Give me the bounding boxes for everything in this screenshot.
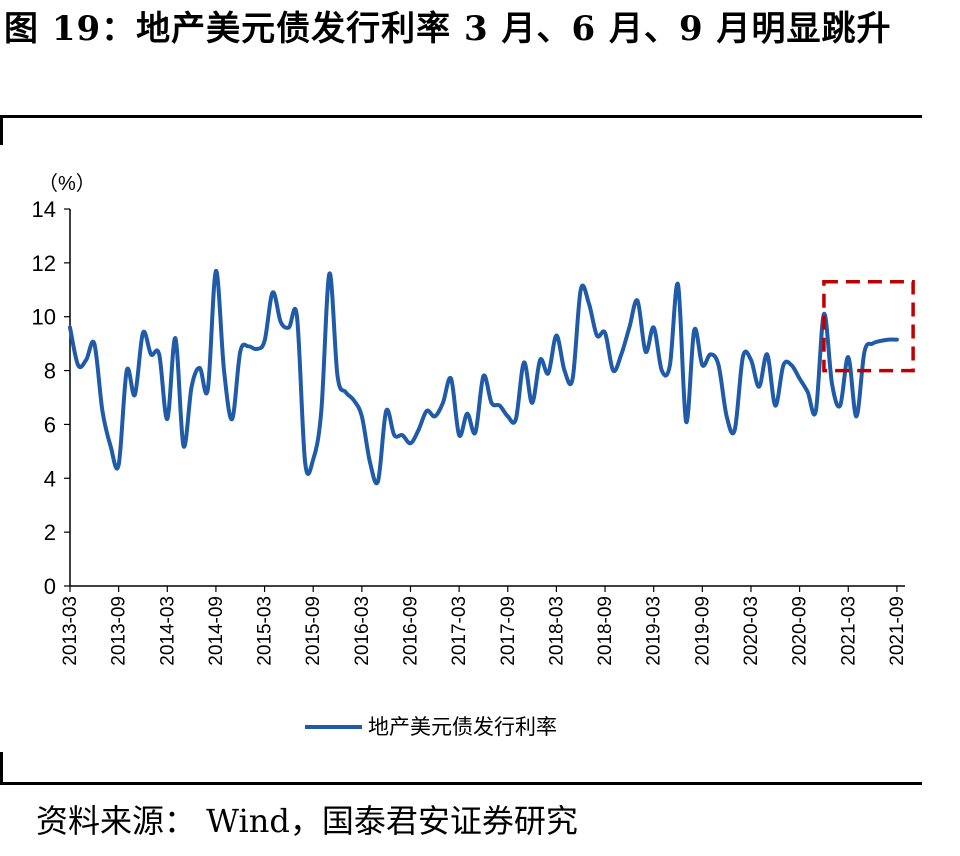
x-tick-label: 2018-03: [546, 596, 567, 666]
x-tick-label: 2014-09: [206, 596, 227, 666]
frame-left-tick-top: [0, 115, 3, 145]
y-tick-label: 2: [44, 520, 56, 545]
series-line: [68, 268, 899, 486]
frame-top-rule: [0, 115, 922, 118]
x-tick-label: 2013-09: [109, 596, 130, 666]
y-tick-label: 14: [32, 197, 56, 222]
legend: 地产美元债发行利率: [305, 716, 557, 739]
x-tick-label: 2017-09: [498, 596, 519, 666]
figure-caption: 图 19：地产美元债发行利率 3 月、6 月、9 月明显跳升: [4, 9, 892, 49]
y-tick-label: 12: [32, 251, 56, 276]
series-layer: [68, 268, 899, 486]
x-tick-label: 2015-03: [255, 596, 276, 666]
y-axis: 0 2 4 6 8 10 12 14: [32, 197, 71, 599]
source-note: 资料来源： Wind，国泰君安证券研究: [36, 802, 578, 840]
x-tick-label: 2018-09: [595, 596, 616, 666]
y-axis-unit-label: （%）: [38, 172, 96, 195]
x-tick-label: 2014-03: [157, 596, 178, 666]
x-axis: 2013-03 2013-09 2014-03 2014-09 2015-03 2015-…: [60, 585, 908, 666]
y-tick-label: 10: [32, 305, 56, 330]
y-tick-label: 4: [44, 466, 56, 491]
frame-left-tick-bottom: [0, 752, 3, 782]
y-tick-label: 6: [44, 412, 56, 437]
x-tick-label: 2017-03: [449, 596, 470, 666]
x-tick-label: 2019-03: [644, 596, 665, 666]
highlight-layer: [822, 279, 915, 373]
legend-label: 地产美元债发行利率: [368, 716, 557, 739]
x-tick-label: 2021-09: [887, 596, 908, 666]
x-tick-label: 2013-03: [60, 596, 81, 666]
frame-bottom-rule: [0, 782, 922, 785]
x-tick-label: 2020-03: [741, 596, 762, 666]
y-tick-label: 0: [44, 574, 56, 599]
x-tick-label: 2016-03: [352, 596, 373, 666]
x-tick-label: 2021-03: [838, 596, 859, 666]
x-tick-label: 2015-09: [303, 596, 324, 666]
highlight-box: [822, 279, 915, 373]
y-tick-label: 8: [44, 359, 56, 384]
x-tick-label: 2019-09: [692, 596, 713, 666]
x-tick-label: 2020-09: [790, 596, 811, 666]
x-tick-label: 2016-09: [400, 596, 421, 666]
